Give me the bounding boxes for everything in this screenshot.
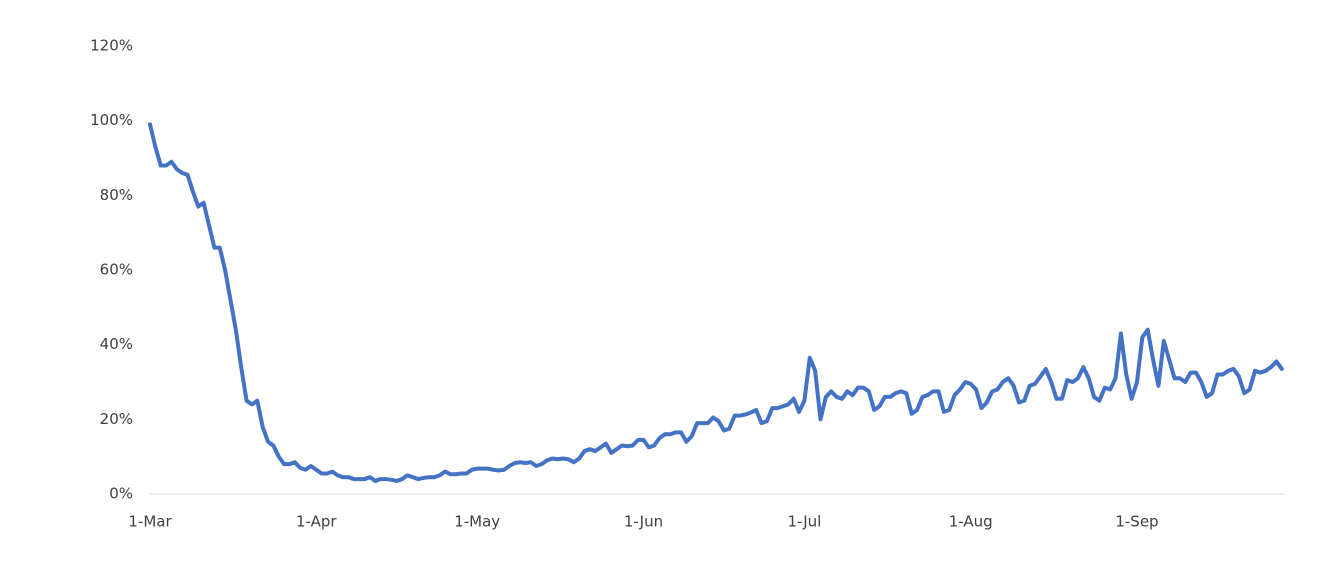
- x-tick-label: 1-Mar: [128, 513, 172, 531]
- y-tick-label: 120%: [90, 37, 133, 55]
- x-tick-label: 1-Sep: [1115, 513, 1158, 531]
- y-tick-label: 60%: [100, 261, 133, 279]
- data-line: [148, 122, 1284, 483]
- x-tick-label: 1-Jun: [624, 513, 663, 531]
- x-tick-label: 1-Apr: [296, 513, 337, 531]
- y-tick-label: 40%: [100, 335, 133, 353]
- y-tick-label: 80%: [100, 186, 133, 204]
- x-tick-label: 1-Aug: [949, 513, 993, 531]
- y-tick-label: 0%: [109, 485, 133, 503]
- x-tick-label: 1-Jul: [787, 513, 821, 531]
- y-tick-label: 100%: [90, 111, 133, 129]
- x-tick-label: 1-May: [454, 513, 500, 531]
- y-tick-label: 20%: [100, 410, 133, 428]
